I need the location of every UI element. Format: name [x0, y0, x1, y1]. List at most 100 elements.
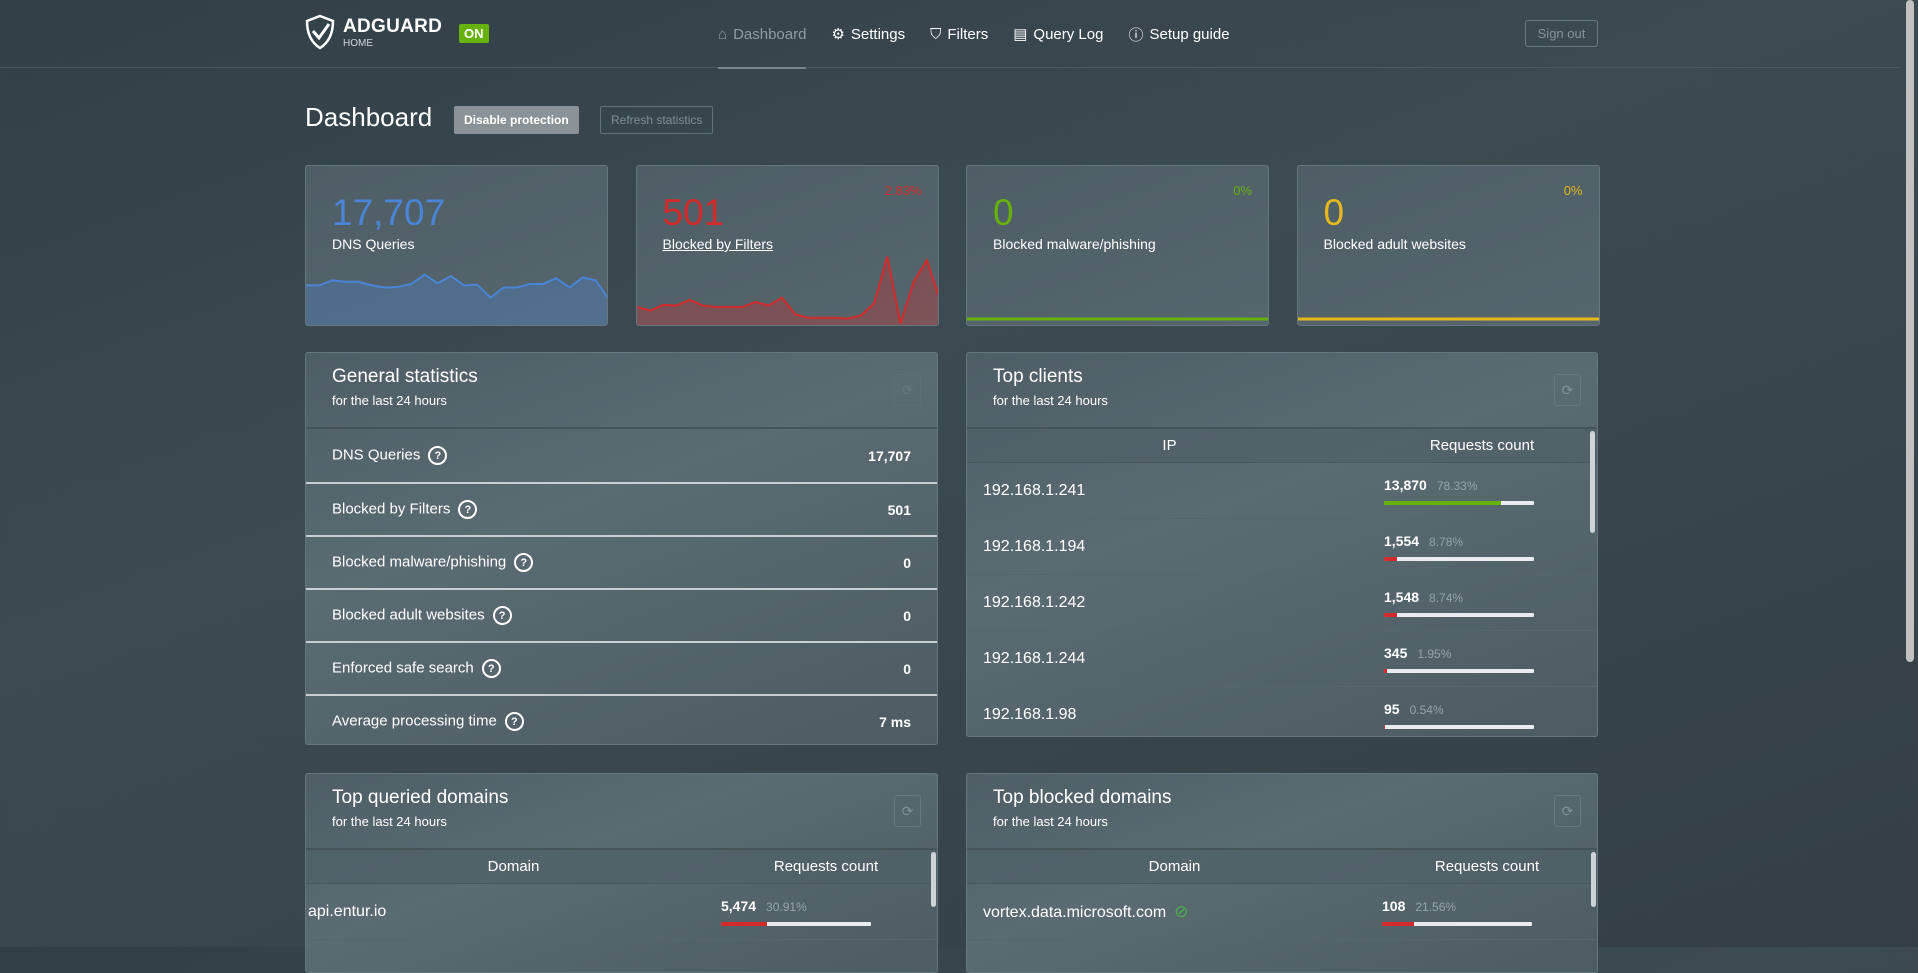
- column-header-domain[interactable]: Domain: [1148, 858, 1201, 875]
- disable-protection-button[interactable]: Disable protection: [454, 106, 579, 134]
- blocked-malware-card: 0 Blocked malware/phishing 0%: [966, 165, 1269, 326]
- card-label: Blocked adult websites: [1323, 236, 1466, 252]
- client-ip[interactable]: 192.168.1.194: [983, 537, 1086, 555]
- domain-name[interactable]: vortex.data.microsoft.com: [983, 903, 1167, 921]
- top-queried-domains-panel: Top queried domains for the last 24 hours…: [305, 773, 938, 973]
- blocked-adult-card: 0 Blocked adult websites 0%: [1296, 165, 1600, 326]
- eye-off-icon[interactable]: ⊘: [1174, 901, 1189, 921]
- logo-text: ADGUARD: [343, 15, 443, 37]
- request-count: 5,474: [721, 897, 757, 914]
- top-blocked-domains-panel: Top blocked domains for the last 24 hours…: [966, 773, 1598, 973]
- column-header-requests[interactable]: Requests count: [773, 858, 879, 875]
- column-header-requests[interactable]: Requests count: [1429, 437, 1535, 454]
- column-header-domain[interactable]: Domain: [487, 858, 540, 875]
- request-count: 108: [1382, 897, 1406, 914]
- refresh-button[interactable]: ⟳: [1554, 795, 1581, 827]
- domain-name[interactable]: api.entur.io: [308, 902, 387, 920]
- sparkline-area: [636, 256, 938, 325]
- main-nav: ⌂ Dashboard ⚙ Settings ⛉ Filters ▤ Query Log…: [718, 0, 1255, 69]
- request-percent: 30.91%: [766, 899, 807, 914]
- card-value: 501: [662, 192, 725, 233]
- stat-row: Blocked adult websites? 0: [306, 588, 937, 641]
- client-ip[interactable]: 192.168.1.98: [983, 705, 1077, 723]
- nav-setup-guide[interactable]: ⓘ Setup guide: [1128, 0, 1229, 68]
- shield-check-icon: [305, 14, 335, 50]
- panel-subtitle: for the last 24 hours: [993, 393, 1108, 408]
- refresh-statistics-button[interactable]: Refresh statistics: [600, 106, 714, 134]
- refresh-icon: ⟳: [901, 381, 914, 398]
- table-row: 192.168.1.194 1,554 8.78%: [967, 519, 1597, 575]
- stat-value: 501: [887, 501, 911, 518]
- nav-filters[interactable]: ⛉ Filters: [930, 0, 988, 68]
- panel-title: General statistics: [332, 366, 478, 387]
- page-scrollbar[interactable]: [1906, 0, 1914, 662]
- sparkline: [306, 273, 607, 325]
- nav-settings[interactable]: ⚙ Settings: [831, 0, 905, 68]
- logo[interactable]: ADGUARD HOME: [305, 14, 442, 50]
- help-icon[interactable]: ?: [458, 500, 478, 519]
- help-icon[interactable]: ?: [514, 553, 534, 572]
- refresh-button[interactable]: ⟳: [1554, 374, 1581, 406]
- column-header-requests[interactable]: Requests count: [1434, 858, 1540, 875]
- home-icon: ⌂: [718, 25, 728, 43]
- table-row: 192.168.1.244 345 1.95%: [967, 631, 1597, 687]
- sparkline: [1297, 317, 1599, 321]
- stat-label: DNS Queries: [332, 446, 421, 464]
- client-ip[interactable]: 192.168.1.244: [983, 649, 1086, 667]
- help-icon[interactable]: ?: [428, 446, 448, 465]
- general-statistics-panel: General statistics for the last 24 hours ⟳…: [305, 352, 938, 745]
- refresh-button[interactable]: ⟳: [894, 795, 921, 827]
- nav-label: Dashboard: [733, 25, 807, 43]
- table-row: 192.168.1.242 1,548 8.74%: [967, 575, 1597, 631]
- help-icon[interactable]: ?: [481, 659, 501, 678]
- stat-row: Enforced safe search? 0: [306, 641, 937, 694]
- client-ip[interactable]: 192.168.1.241: [983, 481, 1086, 499]
- progress-fill: [1384, 668, 1387, 673]
- progress-fill: [721, 921, 768, 926]
- card-percent: 2.83%: [884, 183, 922, 198]
- progress-fill: [1384, 612, 1398, 617]
- request-count: 95: [1384, 700, 1400, 717]
- blocked-filters-card: 501 Blocked by Filters 2.83%: [635, 165, 939, 326]
- sign-out-button[interactable]: Sign out: [1525, 20, 1598, 47]
- nav-dashboard[interactable]: ⌂ Dashboard: [718, 0, 807, 69]
- refresh-button[interactable]: ⟳: [894, 374, 921, 406]
- request-percent: 0.54%: [1409, 702, 1444, 717]
- logo-subtext: HOME: [343, 37, 373, 49]
- protection-status-badge: ON: [459, 24, 489, 43]
- stat-label: Average processing time: [332, 712, 497, 730]
- card-label: DNS Queries: [332, 236, 415, 252]
- sparkline-line: [636, 256, 938, 324]
- sparkline: [967, 317, 1268, 321]
- stat-value: 17,707: [868, 447, 911, 464]
- stat-row: Blocked malware/phishing? 0: [306, 535, 937, 588]
- nav-label: Setup guide: [1149, 25, 1230, 43]
- client-ip[interactable]: 192.168.1.242: [983, 593, 1086, 611]
- stat-value: 0: [903, 660, 911, 677]
- help-circle-icon: ⓘ: [1128, 26, 1144, 44]
- request-percent: 1.95%: [1417, 646, 1452, 661]
- help-icon[interactable]: ?: [492, 606, 512, 625]
- document-icon: ▤: [1013, 26, 1028, 43]
- stat-row: Blocked by Filters? 501: [306, 482, 937, 535]
- progress-bar: [1384, 556, 1534, 561]
- table-scrollbar[interactable]: [1590, 431, 1595, 533]
- progress-fill: [1384, 724, 1385, 729]
- column-header-ip[interactable]: IP: [1162, 437, 1177, 454]
- table-scrollbar[interactable]: [931, 852, 936, 907]
- table-scrollbar[interactable]: [1591, 852, 1596, 907]
- nav-label: Filters: [947, 25, 989, 43]
- request-count: 1,548: [1384, 588, 1420, 605]
- table-row: vortex.data.microsoft.com ⊘ 108 21.56%: [967, 884, 1597, 940]
- stat-value: 7 ms: [879, 713, 911, 730]
- request-percent: 8.78%: [1429, 534, 1464, 549]
- stat-row: DNS Queries? 17,707: [306, 429, 937, 482]
- progress-bar: [1384, 612, 1534, 617]
- panel-subtitle: for the last 24 hours: [993, 814, 1108, 829]
- help-icon[interactable]: ?: [504, 712, 524, 731]
- panel-subtitle: for the last 24 hours: [332, 814, 447, 829]
- panel-title: Top queried domains: [332, 787, 509, 808]
- stat-label: Blocked malware/phishing: [332, 553, 507, 571]
- card-label[interactable]: Blocked by Filters: [662, 236, 773, 252]
- nav-query-log[interactable]: ▤ Query Log: [1013, 0, 1103, 68]
